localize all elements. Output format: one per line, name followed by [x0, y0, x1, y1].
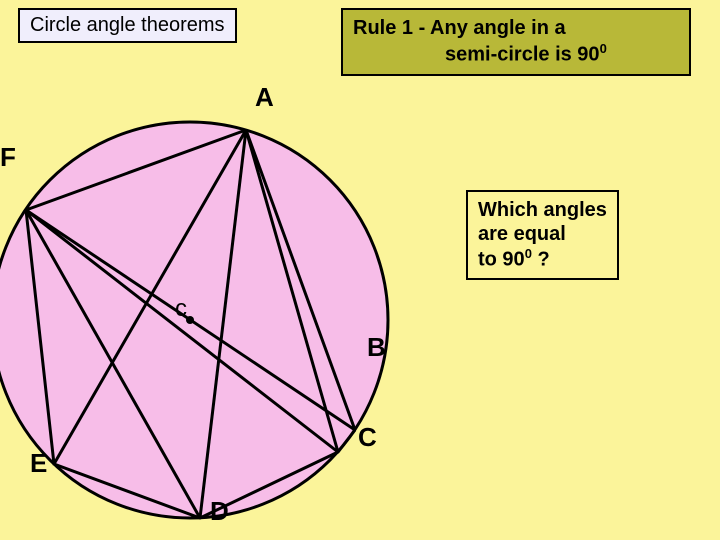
label-D: D [210, 496, 229, 527]
circle-diagram [0, 0, 720, 540]
label-A: A [255, 82, 274, 113]
label-C: C [358, 422, 377, 453]
label-E: E [30, 448, 47, 479]
label-center: c [175, 295, 187, 323]
label-F: F [0, 142, 16, 173]
label-B: B [367, 332, 386, 363]
